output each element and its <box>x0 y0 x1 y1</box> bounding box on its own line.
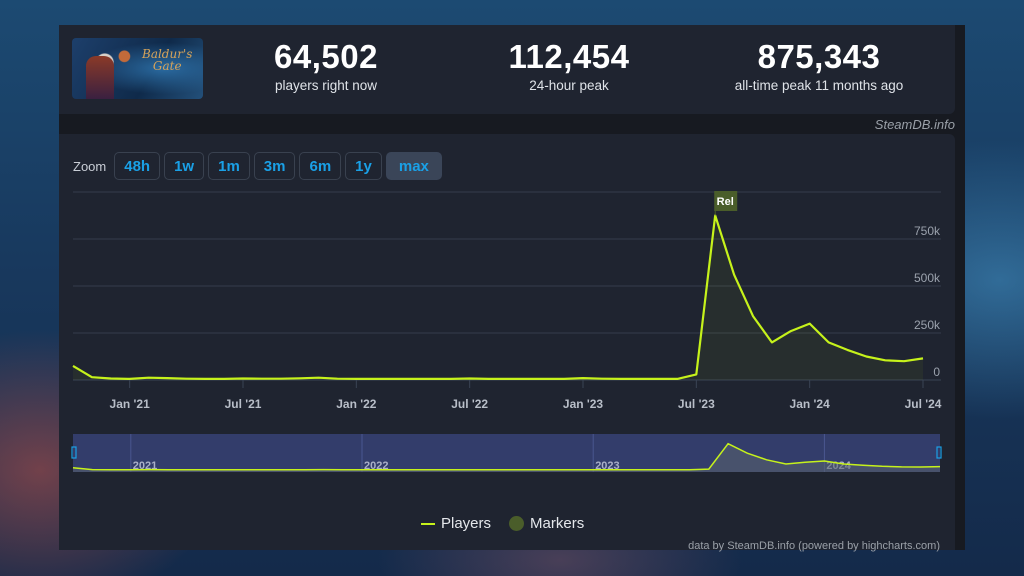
game-cover-image[interactable]: Baldur's Gate <box>72 38 203 99</box>
svg-text:Jul '21: Jul '21 <box>225 397 262 411</box>
release-marker[interactable]: Rel <box>714 191 738 216</box>
line-swatch-icon <box>421 522 435 525</box>
stat-label: all-time peak 11 months ago <box>734 78 904 93</box>
legend-players-label: Players <box>441 515 492 532</box>
chart-container: Zoom 48h 1w 1m 3m 6m 1y max 0 250k 500k 750… <box>59 134 955 552</box>
legend: Players Markers <box>421 515 584 532</box>
zoom-controls: Zoom 48h 1w 1m 3m 6m 1y max <box>73 152 442 180</box>
players-area <box>73 215 923 380</box>
players-line[interactable] <box>72 214 924 380</box>
zoom-48h-button[interactable]: 48h <box>114 152 161 180</box>
svg-text:0: 0 <box>933 365 940 379</box>
stat-value: 112,454 <box>508 38 630 75</box>
cover-character <box>86 56 114 99</box>
legend-markers[interactable]: Markers <box>509 515 584 532</box>
player-count-chart[interactable]: 0 250k 500k 750k Jan '21 Jul '21 Jan '22 Jul '… <box>59 134 955 550</box>
svg-text:Jan '22: Jan '22 <box>336 397 377 411</box>
legend-players[interactable]: Players <box>421 515 491 532</box>
stat-current-players: 64,502 players right now <box>241 37 411 95</box>
chart-credit[interactable]: data by SteamDB.info (powered by highcha… <box>688 540 940 552</box>
zoom-1y-button[interactable]: 1y <box>345 152 382 180</box>
y-axis: 0 250k 500k 750k <box>914 224 941 379</box>
legend-markers-label: Markers <box>530 515 585 532</box>
zoom-3m-button[interactable]: 3m <box>253 152 296 180</box>
svg-text:250k: 250k <box>914 318 941 332</box>
x-axis: Jan '21 Jul '21 Jan '22 Jul '22 Jan '23 Jul '… <box>110 380 942 411</box>
zoom-6m-button[interactable]: 6m <box>299 152 342 180</box>
stat-all-time-peak: 875,343 all-time peak 11 months ago <box>719 37 919 95</box>
gridlines <box>73 191 941 381</box>
svg-text:Rel: Rel <box>717 196 734 208</box>
svg-text:750k: 750k <box>914 224 941 238</box>
stat-label: 24-hour peak <box>529 78 609 93</box>
svg-text:Jan '24: Jan '24 <box>790 397 831 411</box>
steamdb-chart-panel: Baldur's Gate 64,502 players right now 1… <box>59 25 965 552</box>
navigator[interactable]: 2021202220232024 <box>71 434 942 472</box>
steamdb-brand[interactable]: SteamDB.info <box>874 117 955 132</box>
cover-logo-line2: Gate <box>152 59 182 73</box>
stat-value: 875,343 <box>757 38 881 75</box>
stat-24h-peak: 112,454 24-hour peak <box>479 37 659 95</box>
svg-text:Jul '24: Jul '24 <box>905 397 942 411</box>
svg-text:Jan '21: Jan '21 <box>110 397 151 411</box>
svg-text:Jul '23: Jul '23 <box>678 397 715 411</box>
cover-logo-line1: Baldur's <box>142 47 193 61</box>
zoom-1m-button[interactable]: 1m <box>208 152 250 180</box>
zoom-label: Zoom <box>73 158 107 174</box>
svg-text:500k: 500k <box>914 271 941 285</box>
svg-text:2022: 2022 <box>364 460 388 472</box>
svg-text:Jul '22: Jul '22 <box>451 397 488 411</box>
cover-logo: Baldur's Gate <box>142 48 192 72</box>
svg-text:Jan '23: Jan '23 <box>563 397 604 411</box>
zoom-max-button[interactable]: max <box>385 152 442 180</box>
stat-value: 64,502 <box>274 38 378 75</box>
marker-dot-icon <box>509 516 525 531</box>
zoom-1w-button[interactable]: 1w <box>164 152 205 180</box>
stat-label: players right now <box>274 78 378 93</box>
stats-header: Baldur's Gate 64,502 players right now 1… <box>59 25 955 114</box>
